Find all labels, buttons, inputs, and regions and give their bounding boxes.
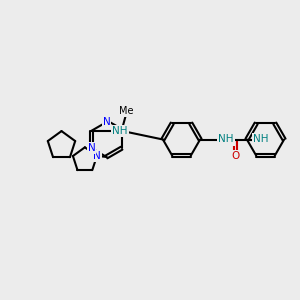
Text: NH: NH [253, 134, 269, 145]
Text: N: N [88, 143, 95, 153]
Text: NH: NH [218, 134, 234, 145]
Text: N: N [103, 117, 110, 127]
Text: Me: Me [119, 106, 133, 116]
Text: N: N [93, 151, 101, 161]
Text: NH: NH [112, 126, 128, 136]
Text: O: O [231, 151, 239, 161]
